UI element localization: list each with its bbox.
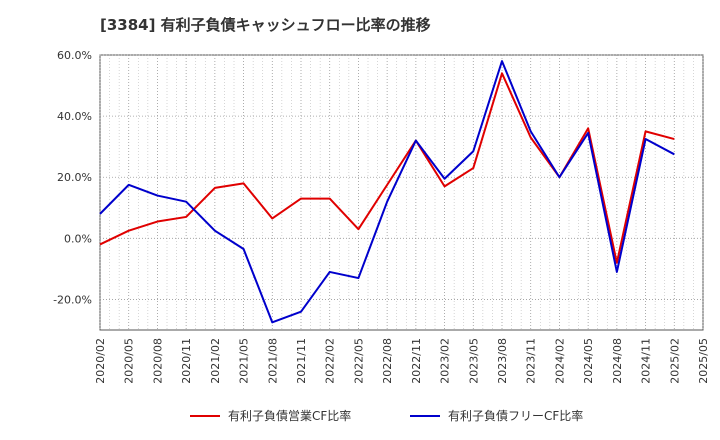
x-tick-label: 2023/02 [439, 338, 452, 384]
grid-lines [99, 54, 704, 330]
plot-area [99, 54, 704, 331]
x-tick-label: 2021/05 [238, 338, 251, 384]
x-tick-label: 2024/08 [611, 338, 624, 384]
x-tick-label: 2020/05 [123, 338, 136, 384]
y-tick-label: 60.0% [57, 49, 92, 62]
y-tick-label: -20.0% [53, 293, 92, 306]
x-tick-label: 2022/02 [324, 338, 337, 384]
x-tick-label: 2023/05 [467, 338, 480, 384]
x-tick-label: 2023/11 [525, 338, 538, 384]
legend-label: 有利子負債フリーCF比率 [448, 408, 583, 423]
x-tick-label: 2021/08 [266, 338, 279, 384]
x-tick-label: 2024/11 [640, 338, 653, 384]
x-tick-label: 2020/02 [94, 338, 107, 384]
x-tick-label: 2020/11 [180, 338, 193, 384]
x-tick-label: 2021/11 [295, 338, 308, 384]
x-tick-label: 2025/02 [668, 338, 681, 384]
y-axis-ticks: -20.0% 0.0% 20.0% 40.0% 60.0% [53, 49, 92, 306]
x-tick-label: 2022/11 [410, 338, 423, 384]
x-tick-label: 2022/08 [381, 338, 394, 384]
x-tick-label: 2022/05 [352, 338, 365, 384]
x-tick-label: 2024/02 [553, 338, 566, 384]
legend: 有利子負債営業CF比率 有利子負債フリーCF比率 [190, 408, 583, 423]
legend-label: 有利子負債営業CF比率 [228, 408, 351, 423]
series-lines [99, 60, 675, 324]
y-tick-label: 40.0% [57, 110, 92, 123]
y-tick-label: 20.0% [57, 171, 92, 184]
x-axis-ticks: 2020/02 2020/05 2020/08 2020/11 2021/02 2021/… [94, 338, 710, 384]
x-tick-label: 2023/08 [496, 338, 509, 384]
y-tick-label: 0.0% [64, 232, 92, 245]
x-tick-label: 2020/08 [151, 338, 164, 384]
x-tick-label: 2025/05 [697, 338, 710, 384]
x-tick-label: 2024/05 [582, 338, 595, 384]
chart-title: [3384] 有利子負債キャッシュフロー比率の推移 [100, 16, 431, 34]
x-tick-label: 2021/02 [209, 338, 222, 384]
